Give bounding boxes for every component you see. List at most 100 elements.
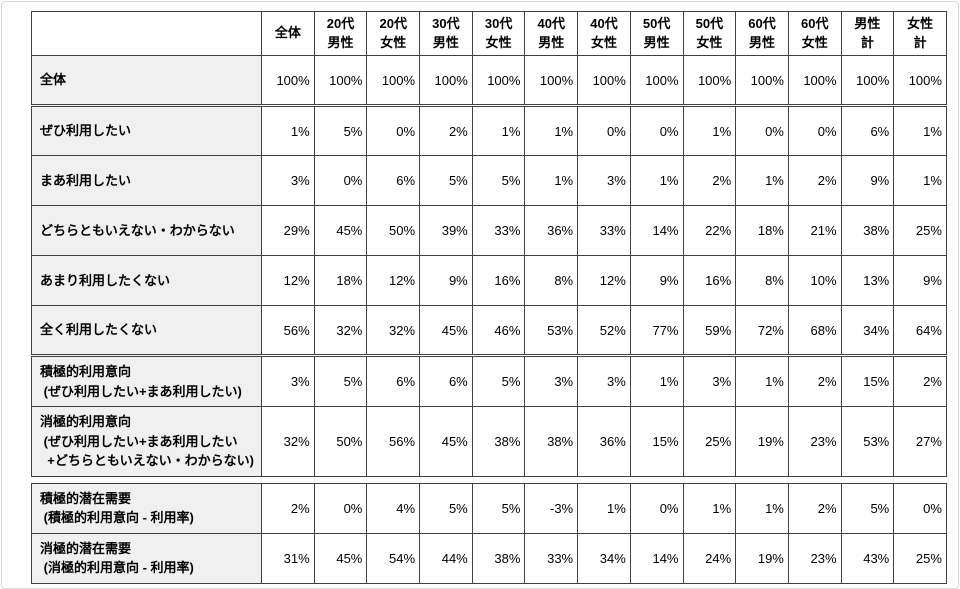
value-cell: 8% bbox=[735, 255, 789, 306]
value-cell: 9% bbox=[893, 255, 947, 306]
value-cell: 45% bbox=[313, 532, 368, 584]
value-cell: 5% bbox=[419, 155, 473, 206]
value-cell: 2% bbox=[787, 482, 842, 534]
survey-latent-demand-table: 積極的潜在需要 (積極的利用意向 - 利用率) 2% 0% 4% 5% 5% -3% 1% 0%… bbox=[31, 482, 947, 584]
value-cell: 2% bbox=[787, 354, 842, 407]
value-cell: 53% bbox=[524, 305, 579, 356]
value-cell: 15% bbox=[629, 406, 684, 477]
value-cell: 6% bbox=[366, 155, 421, 206]
value-cell: 100% bbox=[787, 55, 842, 106]
row-label: 全く利用したくない bbox=[31, 305, 262, 356]
value-cell: 1% bbox=[735, 155, 789, 206]
value-cell: 21% bbox=[787, 205, 842, 256]
row-label: 消極的潜在需要 (消極的利用意向 - 利用率) bbox=[31, 532, 262, 584]
value-cell: 1% bbox=[524, 155, 579, 206]
corner-cell bbox=[31, 11, 262, 56]
column-header: 20代 女性 bbox=[366, 11, 421, 56]
value-cell: 1% bbox=[735, 354, 789, 407]
value-cell: 1% bbox=[682, 104, 737, 156]
column-header: 40代 女性 bbox=[577, 11, 631, 56]
table-row: あまり利用したくない 12% 18% 12% 9% 16% 8% 12% 9% 16% 8% 10% 1… bbox=[31, 255, 947, 306]
survey-usage-intention-table: 全体 20代 男性 20代 女性 30代 男性 30代 女性 40代 男性 40代 女性 50… bbox=[31, 11, 947, 477]
value-cell: 1% bbox=[577, 482, 631, 534]
value-cell: 34% bbox=[577, 532, 631, 584]
column-header: 30代 女性 bbox=[471, 11, 526, 56]
value-cell: 45% bbox=[313, 205, 368, 256]
value-cell: 2% bbox=[682, 155, 737, 206]
value-cell: 18% bbox=[735, 205, 789, 256]
value-cell: 25% bbox=[893, 532, 947, 584]
row-label: ぜひ利用したい bbox=[31, 104, 262, 156]
value-cell: 3% bbox=[524, 354, 579, 407]
value-cell: 56% bbox=[261, 305, 315, 356]
value-cell: 2% bbox=[893, 354, 947, 407]
value-cell: 14% bbox=[629, 532, 684, 584]
value-cell: 6% bbox=[840, 104, 895, 156]
value-cell: 27% bbox=[893, 406, 947, 477]
value-cell: 53% bbox=[840, 406, 895, 477]
column-header-row: 全体 20代 男性 20代 女性 30代 男性 30代 女性 40代 男性 40代 女性 50… bbox=[31, 11, 947, 56]
value-cell: 0% bbox=[893, 482, 947, 534]
value-cell: 14% bbox=[629, 205, 684, 256]
value-cell: 23% bbox=[787, 532, 842, 584]
value-cell: 5% bbox=[313, 354, 368, 407]
value-cell: 100% bbox=[629, 55, 684, 106]
value-cell: 5% bbox=[840, 482, 895, 534]
value-cell: 3% bbox=[261, 354, 315, 407]
value-cell: 38% bbox=[471, 406, 526, 477]
value-cell: 31% bbox=[261, 532, 315, 584]
value-cell: 3% bbox=[682, 354, 737, 407]
column-header: 60代 男性 bbox=[735, 11, 789, 56]
value-cell: 34% bbox=[840, 305, 895, 356]
value-cell: -3% bbox=[524, 482, 579, 534]
value-cell: 25% bbox=[893, 205, 947, 256]
value-cell: 32% bbox=[366, 305, 421, 356]
value-cell: 0% bbox=[313, 155, 368, 206]
value-cell: 12% bbox=[261, 255, 315, 306]
column-header: 30代 男性 bbox=[419, 11, 473, 56]
value-cell: 100% bbox=[366, 55, 421, 106]
column-header: 50代 男性 bbox=[629, 11, 684, 56]
value-cell: 0% bbox=[629, 482, 684, 534]
value-cell: 68% bbox=[787, 305, 842, 356]
value-cell: 1% bbox=[682, 482, 737, 534]
value-cell: 1% bbox=[629, 354, 684, 407]
value-cell: 56% bbox=[366, 406, 421, 477]
value-cell: 1% bbox=[471, 104, 526, 156]
value-cell: 100% bbox=[682, 55, 737, 106]
value-cell: 23% bbox=[787, 406, 842, 477]
value-cell: 46% bbox=[471, 305, 526, 356]
value-cell: 22% bbox=[682, 205, 737, 256]
table-row: どちらともいえない・わからない 29% 45% 50% 39% 33% 36% 33% 14% 2… bbox=[31, 205, 947, 256]
value-cell: 0% bbox=[366, 104, 421, 156]
value-cell: 4% bbox=[366, 482, 421, 534]
table-row: 消極的潜在需要 (消極的利用意向 - 利用率) 31% 45% 54% 44% 38% 33… bbox=[31, 532, 947, 584]
value-cell: 45% bbox=[419, 305, 473, 356]
value-cell: 36% bbox=[524, 205, 579, 256]
row-label: 消極的利用意向 (ぜひ利用したい+まあ利用したい +どちらともいえない・わからな… bbox=[31, 406, 262, 477]
value-cell: 1% bbox=[629, 155, 684, 206]
column-header: 40代 男性 bbox=[524, 11, 579, 56]
column-header: 全体 bbox=[261, 11, 315, 56]
value-cell: 1% bbox=[893, 104, 947, 156]
value-cell: 44% bbox=[419, 532, 473, 584]
value-cell: 100% bbox=[471, 55, 526, 106]
value-cell: 45% bbox=[419, 406, 473, 477]
value-cell: 5% bbox=[471, 354, 526, 407]
row-label: どちらともいえない・わからない bbox=[31, 205, 262, 256]
row-label: 積極的潜在需要 (積極的利用意向 - 利用率) bbox=[31, 482, 262, 534]
value-cell: 5% bbox=[471, 482, 526, 534]
value-cell: 38% bbox=[524, 406, 579, 477]
table-row: 消極的利用意向 (ぜひ利用したい+まあ利用したい +どちらともいえない・わからな… bbox=[31, 406, 947, 477]
row-label: 積極的利用意向 (ぜひ利用したい+まあ利用したい) bbox=[31, 354, 262, 407]
value-cell: 54% bbox=[366, 532, 421, 584]
table-row: 積極的潜在需要 (積極的利用意向 - 利用率) 2% 0% 4% 5% 5% -3% 1% 0%… bbox=[31, 482, 947, 534]
value-cell: 18% bbox=[313, 255, 368, 306]
value-cell: 9% bbox=[419, 255, 473, 306]
value-cell: 1% bbox=[524, 104, 579, 156]
value-cell: 32% bbox=[313, 305, 368, 356]
value-cell: 16% bbox=[471, 255, 526, 306]
value-cell: 52% bbox=[577, 305, 631, 356]
value-cell: 100% bbox=[261, 55, 315, 106]
